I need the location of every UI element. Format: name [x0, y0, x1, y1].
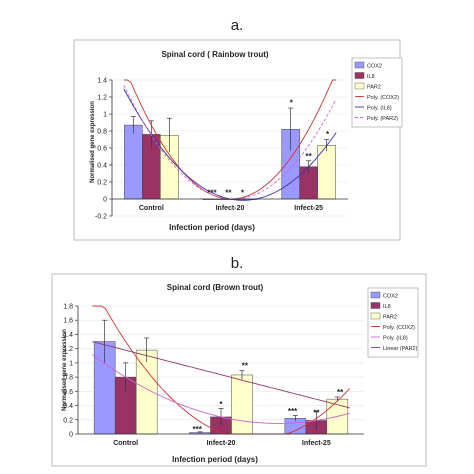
- panel-a-xtick-labels: Control Infect-20 Infect-25: [139, 205, 323, 212]
- panel-a-error-bars: [130, 107, 330, 173]
- legend-label: Poly. (COX2): [367, 95, 399, 101]
- ytick-label: 0: [69, 432, 73, 439]
- significance-marker: *: [290, 99, 294, 108]
- significance-marker: ***: [288, 407, 298, 416]
- legend-label: Poly. (PAR2): [367, 116, 398, 122]
- trendline-linear-par2: [92, 341, 350, 409]
- panel-b-xtick-labels: Control Infect-20 Infect-25: [113, 440, 331, 447]
- legend-swatch: [370, 291, 381, 299]
- xtick-label: Infect-20: [216, 205, 245, 212]
- panel-b-title: Spinal cord (Brown trout): [167, 283, 264, 292]
- legend-label: COX2: [383, 294, 398, 300]
- panel-a-xlabel: Infection period (days): [169, 223, 255, 232]
- legend-swatch: [354, 82, 365, 90]
- panel-a-title: Spinal cord ( Rainbow trout): [161, 50, 268, 59]
- xtick-label: Control: [139, 205, 164, 212]
- ytick-label: 1.4: [63, 332, 73, 339]
- xtick-label: Infect-20: [207, 440, 236, 447]
- significance-marker: ***: [207, 189, 217, 198]
- significance-marker: **: [306, 152, 313, 161]
- significance-marker: **: [242, 362, 249, 371]
- legend-label: COX2: [367, 64, 382, 70]
- ytick-label: 1.2: [63, 346, 73, 353]
- significance-marker: **: [337, 388, 344, 397]
- legend-label: Linear (PAR2): [383, 346, 418, 352]
- legend-label: PAR2: [383, 315, 397, 321]
- ytick-label: 0.6: [97, 146, 107, 153]
- ytick-label: -0.2: [95, 214, 107, 221]
- legend-label: Poly. (IL8): [383, 336, 408, 342]
- panel-a-legend: COX2 IL8 PAR2 Poly. (COX2) Poly. (IL8) Poly. …: [351, 57, 403, 128]
- ytick-label: 1.2: [97, 95, 107, 102]
- legend-swatch: [354, 72, 365, 79]
- panel-b-annotations: ********* ****: [192, 362, 344, 434]
- panel-b-trendlines: [92, 305, 351, 435]
- legend-label: PAR2: [367, 85, 381, 91]
- panel-a: a. Spinal cord ( Rainbow trout) Infectio…: [73, 17, 403, 241]
- ytick-label: 1.4: [97, 78, 107, 85]
- ytick-label: 1: [103, 112, 107, 119]
- trendline-poly-il8: [92, 354, 350, 424]
- ytick-label: 1: [69, 360, 73, 367]
- legend-label: Poly. (IL8): [367, 106, 392, 112]
- panel-b: b. Spinal cord (Brown trout) Infection p…: [51, 255, 427, 467]
- panel-a-label: a.: [231, 17, 244, 34]
- legend-label: IL8: [367, 74, 375, 80]
- bar-par2-infect-20: [231, 374, 253, 435]
- ytick-label: 1.8: [63, 304, 73, 311]
- ytick-label: 1.6: [63, 318, 73, 325]
- ytick-label: 0.6: [63, 389, 73, 396]
- panel-a-ylabel: Normalised gene expression: [90, 101, 96, 183]
- legend-box: [351, 57, 403, 128]
- significance-marker: *: [241, 189, 245, 198]
- panel-b-xlabel: Infection period (days): [172, 455, 258, 464]
- panel-b-axes: [75, 305, 364, 435]
- panel-a-annotations: *** ** *****: [207, 99, 330, 198]
- legend-label: IL8: [383, 304, 391, 310]
- ytick-label: 0.8: [97, 129, 107, 136]
- legend-box: [367, 287, 419, 358]
- xtick-label: Control: [113, 440, 138, 447]
- legend-label: Poly. (COX2): [383, 325, 415, 331]
- panel-b-ytick-labels: 0 0.2 0.4 0.6 0.8 1 1.2 1.4 1.6 1.8: [63, 304, 73, 439]
- ytick-label: 0.2: [97, 180, 107, 187]
- bar-cox2-control: [124, 124, 143, 200]
- xtick-label: Infect-25: [302, 440, 331, 447]
- panel-a-axes: [109, 79, 348, 217]
- bar-par2-control: [135, 349, 158, 435]
- legend-swatch: [370, 302, 381, 309]
- ytick-label: 0.4: [63, 403, 73, 410]
- ytick-label: 0.2: [63, 417, 73, 424]
- panel-a-ytick-labels: -0.2 0 0.2 0.4 0.6 0.8 1 1.2 1.4: [95, 78, 107, 221]
- significance-marker: **: [313, 409, 320, 418]
- significance-marker: *: [219, 400, 223, 409]
- significance-marker: *: [326, 130, 330, 139]
- panel-b-error-bars: [102, 319, 340, 434]
- panel-a-bars: [124, 124, 336, 200]
- significance-marker: **: [225, 189, 232, 198]
- significance-marker: ***: [192, 425, 202, 434]
- ytick-label: 0.8: [63, 375, 73, 382]
- ytick-label: 0: [103, 197, 107, 204]
- panel-b-ylabel: Normalised gene expression: [62, 329, 68, 411]
- panel-b-label: b.: [231, 255, 244, 272]
- legend-swatch: [370, 312, 381, 320]
- trendline-poly-cox2: [92, 305, 351, 435]
- xtick-label: Infect-25: [294, 205, 323, 212]
- ytick-label: 0.4: [97, 163, 107, 170]
- legend-swatch: [354, 61, 365, 69]
- panel-b-legend: COX2 IL8 PAR2 Poly. (COX2) Poly. (IL8) Linear…: [367, 287, 419, 358]
